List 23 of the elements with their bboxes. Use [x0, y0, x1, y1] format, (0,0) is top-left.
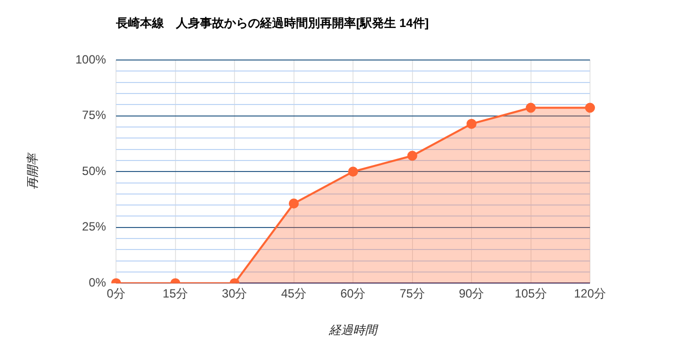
point — [585, 102, 595, 113]
point — [526, 102, 536, 113]
y-tick-label: 50% — [82, 164, 106, 178]
y-tick-label: 75% — [82, 108, 106, 122]
x-tick-label: 15分 — [162, 286, 188, 301]
x-tick-label: 60分 — [340, 286, 366, 301]
point — [288, 198, 299, 209]
y-tick-label: 0% — [88, 276, 106, 290]
x-tick-label: 45分 — [281, 286, 306, 301]
x-tick-label: 90分 — [458, 286, 484, 301]
x-axis-title: 経過時間 — [328, 323, 380, 338]
point — [407, 150, 418, 161]
y-tick-label: 100% — [75, 52, 106, 66]
point — [348, 166, 358, 177]
point — [466, 118, 477, 129]
x-tick-label: 0分 — [106, 286, 126, 301]
y-axis-title: 再開率 — [26, 152, 40, 190]
x-tick-label: 105分 — [514, 286, 547, 301]
x-tick-label: 75分 — [400, 286, 425, 301]
y-tick-label: 25% — [82, 220, 106, 234]
x-tick-label: 30分 — [222, 286, 248, 301]
x-tick-label: 120分 — [574, 286, 606, 301]
chart-title: 長崎本線 人身事故からの経過時間別再開率[駅発生 14件] — [115, 16, 429, 30]
